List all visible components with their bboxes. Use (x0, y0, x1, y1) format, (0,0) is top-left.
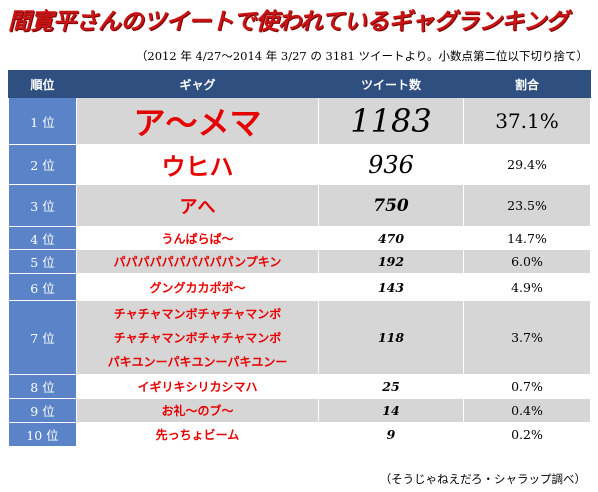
table-row: 10 位 先っちょビーム 9 0.2% (8, 422, 591, 447)
page-title: 間寛平さんのツイートで使われているギャグランキング (8, 9, 568, 35)
gag-line: パキユンーパキユンーパキユンー (107, 354, 288, 369)
gag-cell: うんぱらぱ～ (76, 226, 319, 250)
count-cell: 25 (318, 374, 464, 399)
header-count: ツイート数 (318, 70, 464, 98)
gag-cell: チャチャマンボチャチャマンボ チャチャマンボチャチャマンボ パキユンーパキユンー… (76, 300, 319, 375)
count-cell: 936 (318, 144, 464, 185)
gag-cell: お礼～のブ～ (76, 398, 319, 423)
header-gag: ギャグ (76, 70, 319, 98)
count-cell: 1183 (318, 97, 464, 145)
gag-cell: イギリキシリカシマハ (76, 374, 319, 399)
percentage-cell: 6.0% (463, 249, 591, 274)
percentage-cell: 29.4% (463, 144, 591, 185)
gag-line: チャチャマンボチャチャマンボ (113, 330, 282, 345)
gag-cell: アへ (76, 184, 319, 227)
header-percentage: 割合 (463, 70, 591, 98)
count-cell: 118 (318, 300, 464, 375)
rank-cell: 10 位 (8, 422, 77, 447)
rank-cell: 9 位 (8, 398, 77, 423)
table-row: 8 位 イギリキシリカシマハ 25 0.7% (8, 374, 591, 399)
percentage-cell: 3.7% (463, 300, 591, 375)
rank-cell: 8 位 (8, 374, 77, 399)
count-cell: 470 (318, 226, 464, 250)
table-header-row: 順位 ギャグ ツイート数 割合 (8, 70, 591, 98)
table-row: 7 位 チャチャマンボチャチャマンボ チャチャマンボチャチャマンボ パキユンーパ… (8, 300, 591, 375)
count-cell: 192 (318, 249, 464, 274)
ranking-table: 順位 ギャグ ツイート数 割合 1 位 ア～メマ 1183 37.1% 2 位 … (8, 70, 591, 447)
table-row: 3 位 アへ 750 23.5% (8, 184, 591, 227)
count-cell: 143 (318, 273, 464, 301)
gag-line: チャチャマンボチャチャマンボ (113, 306, 282, 321)
table-row: 9 位 お礼～のブ～ 14 0.4% (8, 398, 591, 423)
rank-cell: 4 位 (8, 226, 77, 250)
rank-cell: 7 位 (8, 300, 77, 375)
gag-cell: グングカカポポ～ (76, 273, 319, 301)
percentage-cell: 0.2% (463, 422, 591, 447)
table-row: 6 位 グングカカポポ～ 143 4.9% (8, 273, 591, 301)
subtitle-note: （2012 年 4/27～2014 年 3/27 の 3181 ツイートより。小… (135, 49, 588, 63)
rank-cell: 5 位 (8, 249, 77, 274)
rank-cell: 1 位 (8, 97, 77, 145)
header-rank: 順位 (8, 70, 77, 98)
table-row: 4 位 うんぱらぱ～ 470 14.7% (8, 226, 591, 250)
rank-cell: 6 位 (8, 273, 77, 301)
percentage-cell: 37.1% (463, 97, 591, 145)
gag-cell: ウヒハ (76, 144, 319, 185)
percentage-cell: 14.7% (463, 226, 591, 250)
count-cell: 14 (318, 398, 464, 423)
count-cell: 9 (318, 422, 464, 447)
count-cell: 750 (318, 184, 464, 227)
gag-cell: ア～メマ (76, 97, 319, 145)
table-row: 5 位 パパパパパパパパパパンプキン 192 6.0% (8, 249, 591, 274)
rank-cell: 2 位 (8, 144, 77, 185)
percentage-cell: 0.7% (463, 374, 591, 399)
percentage-cell: 23.5% (463, 184, 591, 227)
gag-cell: パパパパパパパパパパンプキン (76, 249, 319, 274)
gag-cell: 先っちょビーム (76, 422, 319, 447)
table-row: 2 位 ウヒハ 936 29.4% (8, 144, 591, 185)
rank-cell: 3 位 (8, 184, 77, 227)
percentage-cell: 0.4% (463, 398, 591, 423)
percentage-cell: 4.9% (463, 273, 591, 301)
table-row: 1 位 ア～メマ 1183 37.1% (8, 97, 591, 145)
source-note: （そうじゃねえだろ・シャラップ調べ） (379, 472, 586, 486)
